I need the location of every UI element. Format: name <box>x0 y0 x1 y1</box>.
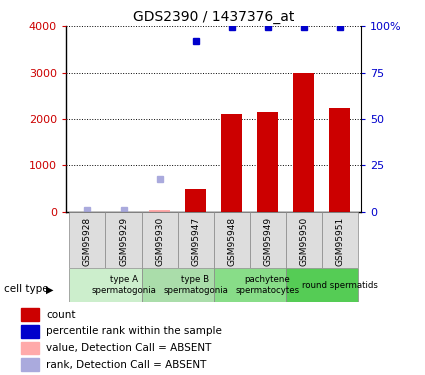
Bar <box>178 212 214 268</box>
Bar <box>142 268 213 302</box>
Text: count: count <box>46 310 76 320</box>
Bar <box>213 268 286 302</box>
Text: ▶: ▶ <box>46 285 54 294</box>
Text: round spermatids: round spermatids <box>302 280 377 290</box>
Text: type A
spermatogonia: type A spermatogonia <box>91 275 156 295</box>
Bar <box>105 212 142 268</box>
Bar <box>213 212 249 268</box>
Bar <box>329 108 351 212</box>
Text: GSM95929: GSM95929 <box>119 216 128 266</box>
Bar <box>21 342 39 354</box>
Text: percentile rank within the sample: percentile rank within the sample <box>46 326 222 336</box>
Bar <box>69 268 142 302</box>
Text: GSM95951: GSM95951 <box>335 216 344 266</box>
Bar <box>293 73 314 212</box>
Text: type B
spermatogonia: type B spermatogonia <box>163 275 228 295</box>
Text: GSM95948: GSM95948 <box>227 216 236 266</box>
Bar <box>257 112 278 212</box>
Text: GSM95930: GSM95930 <box>155 216 164 266</box>
Bar <box>149 210 170 212</box>
Title: GDS2390 / 1437376_at: GDS2390 / 1437376_at <box>133 10 294 24</box>
Text: cell type: cell type <box>4 285 49 294</box>
Text: value, Detection Call = ABSENT: value, Detection Call = ABSENT <box>46 343 212 353</box>
Bar <box>142 212 178 268</box>
Text: pachytene
spermatocytes: pachytene spermatocytes <box>235 275 300 295</box>
Text: GSM95949: GSM95949 <box>263 216 272 266</box>
Bar <box>286 268 358 302</box>
Bar <box>21 308 39 321</box>
Text: GSM95950: GSM95950 <box>299 216 308 266</box>
Bar <box>185 189 207 212</box>
Bar <box>69 212 105 268</box>
Bar <box>249 212 286 268</box>
Bar <box>21 358 39 371</box>
Text: GSM95928: GSM95928 <box>83 216 92 266</box>
Bar <box>21 325 39 338</box>
Bar <box>322 212 358 268</box>
Bar <box>286 212 322 268</box>
Text: rank, Detection Call = ABSENT: rank, Detection Call = ABSENT <box>46 360 207 370</box>
Bar <box>221 114 242 212</box>
Text: GSM95947: GSM95947 <box>191 216 200 266</box>
